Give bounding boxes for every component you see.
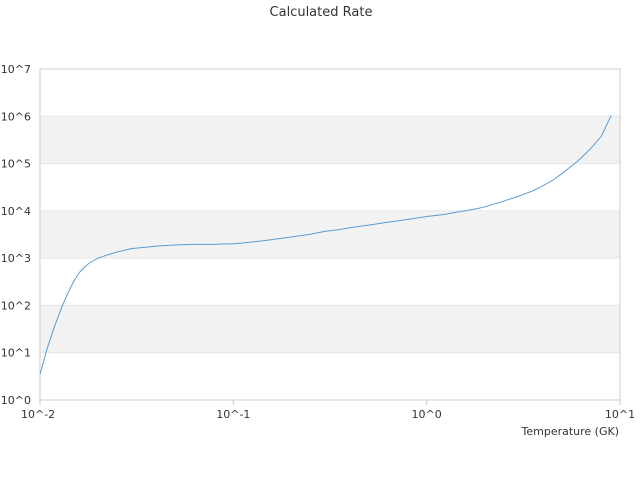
grid-bands [40, 116, 620, 353]
grid-band [40, 305, 620, 353]
chart-title: Calculated Rate [270, 5, 373, 20]
y-tick-label: 10^0 [1, 394, 31, 407]
x-tick-label: 10^1 [605, 408, 635, 421]
series-line [39, 115, 612, 375]
x-tick-label: 10^-1 [216, 408, 250, 421]
y-tick-label: 10^4 [1, 205, 31, 218]
grid-band [40, 116, 620, 164]
series-layer [39, 115, 612, 375]
y-tick-label: 10^5 [1, 158, 31, 171]
y-tick-label: 10^2 [1, 299, 31, 312]
y-tick-label: 10^7 [1, 63, 31, 76]
grid-band [40, 210, 620, 259]
axes [39, 68, 621, 405]
tick-labels: 10^010^110^210^310^410^510^610^710^-2 10^… [1, 63, 635, 421]
x-tick-label: 10^0 [412, 408, 442, 421]
y-tick-label: 10^6 [1, 110, 31, 123]
y-tick-label: 10^1 [1, 347, 31, 360]
x-axis-title: Temperature (GK) [521, 425, 620, 438]
plot-frame [39, 68, 621, 401]
y-tick-label: 10^3 [1, 252, 31, 265]
x-tick-label: 10^-2 [21, 408, 55, 421]
